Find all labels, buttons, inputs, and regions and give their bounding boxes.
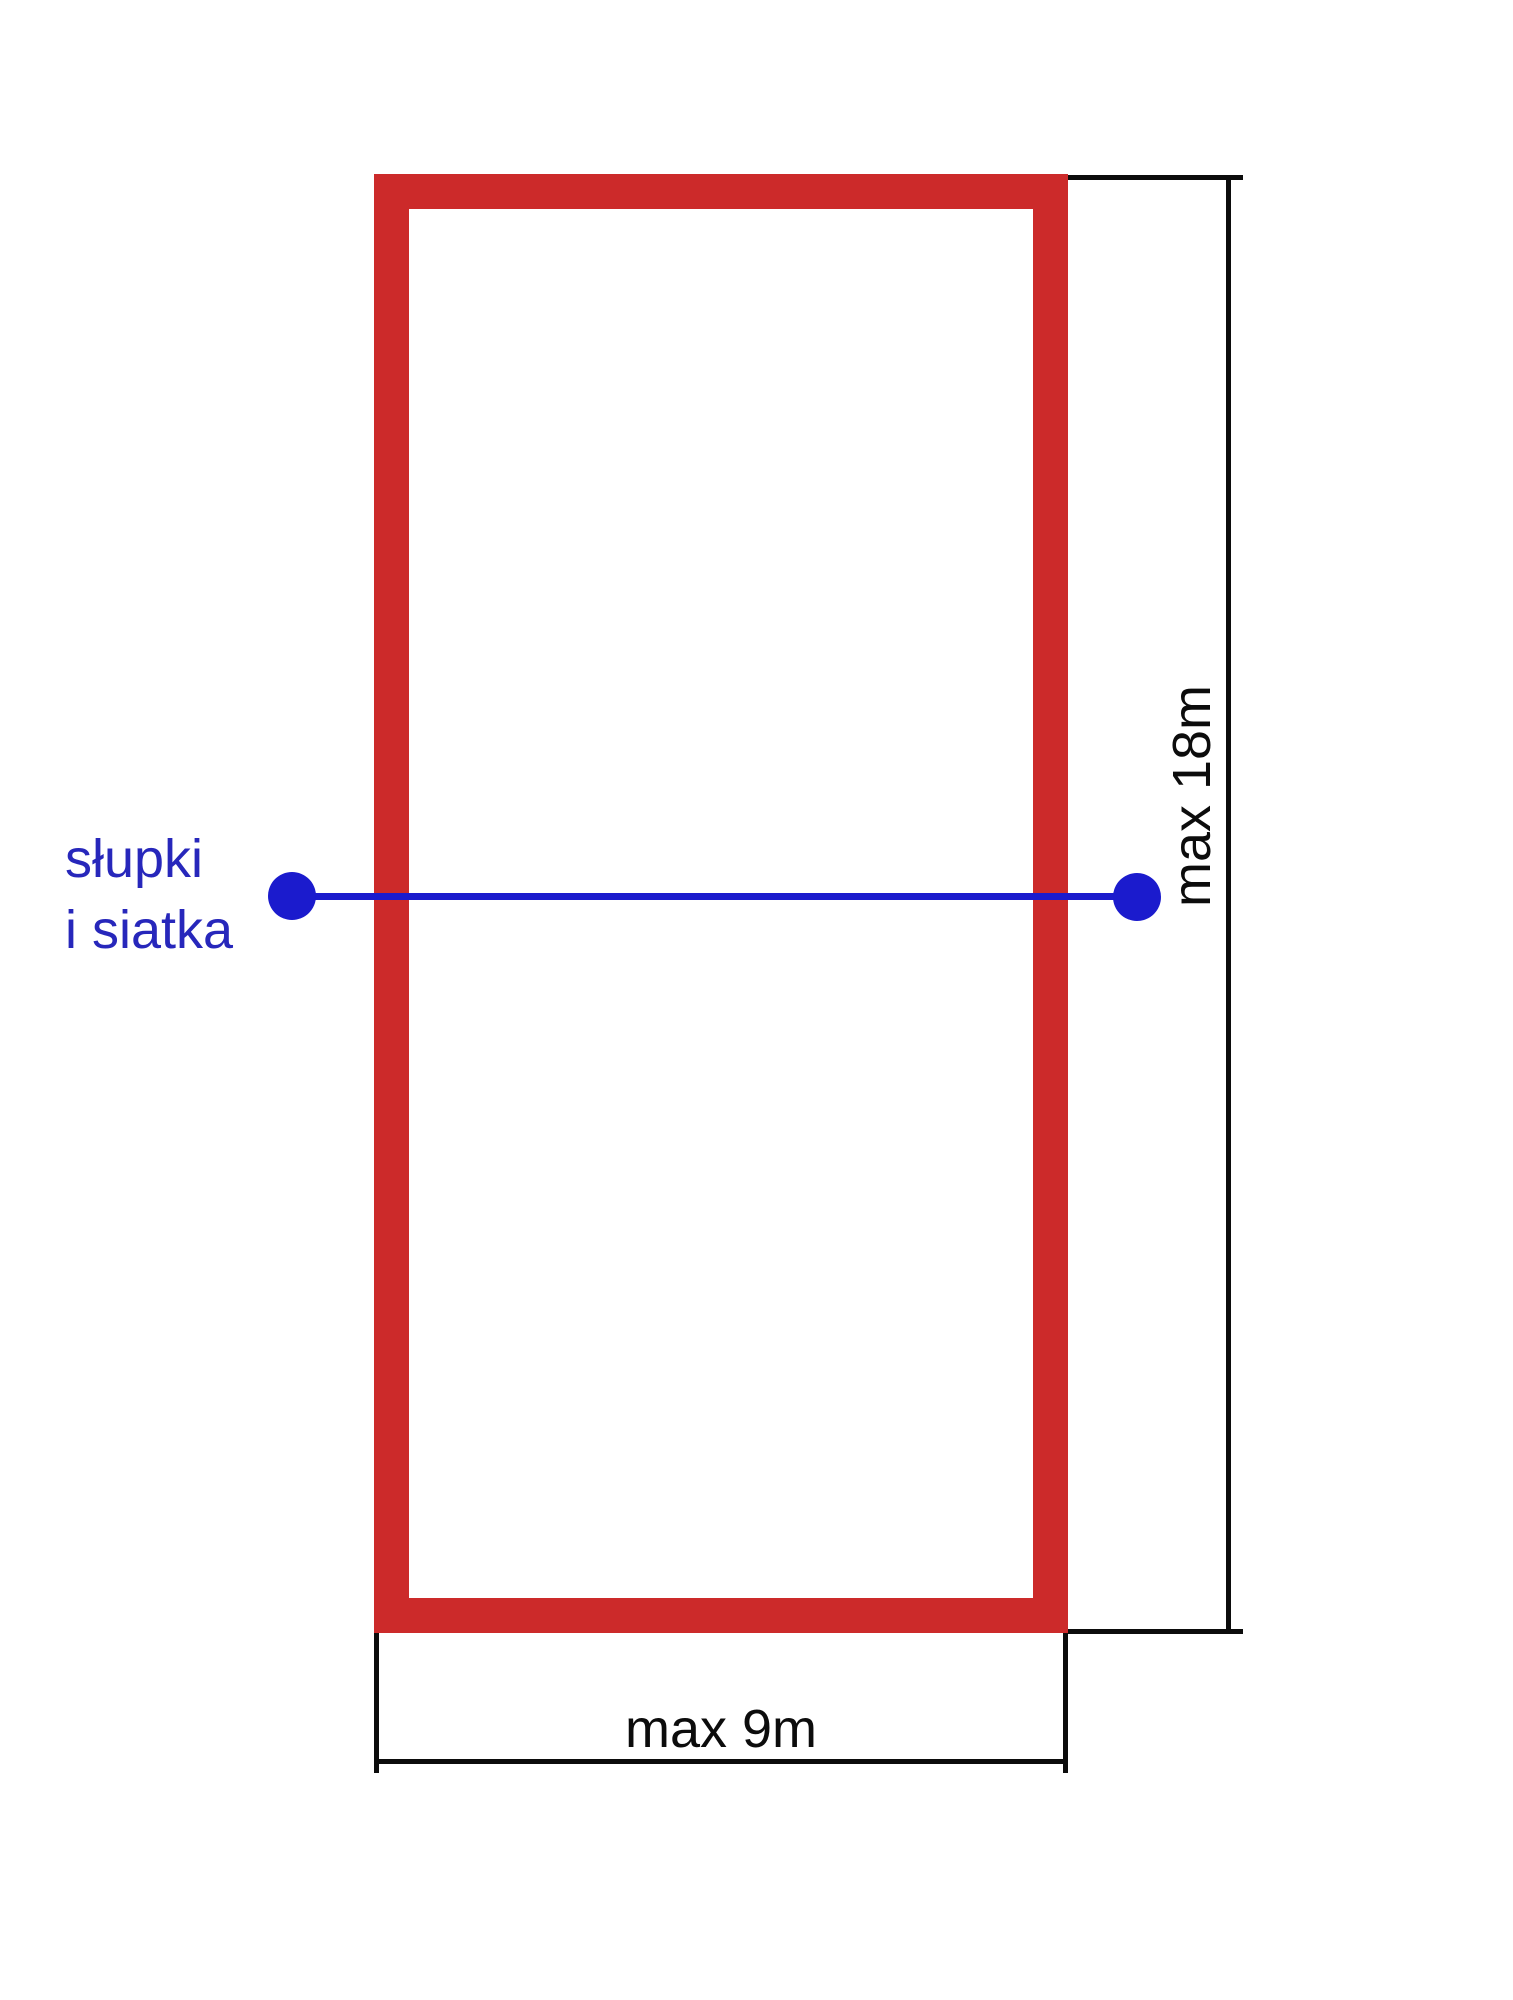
net-line <box>292 893 1137 900</box>
width-dim-right-extension-line <box>1063 1633 1068 1773</box>
net-post-dot-left <box>268 872 316 920</box>
net-label-line2: i siatka <box>65 900 234 960</box>
height-dim-line <box>1226 175 1231 1633</box>
height-dim-top-extension-line <box>1068 175 1243 180</box>
net-label-line1: słupki <box>65 829 204 889</box>
width-dim-line <box>374 1759 1068 1764</box>
width-dim-label: max 9m <box>624 1699 818 1759</box>
height-dim-bottom-extension-line <box>1068 1629 1243 1634</box>
height-dim-label: max 18m <box>1162 684 1222 908</box>
court-outline <box>374 174 1068 1633</box>
net-label: słupki i siatka <box>65 824 233 966</box>
width-dim-left-extension-line <box>374 1633 379 1773</box>
net-post-dot-right <box>1113 873 1161 921</box>
